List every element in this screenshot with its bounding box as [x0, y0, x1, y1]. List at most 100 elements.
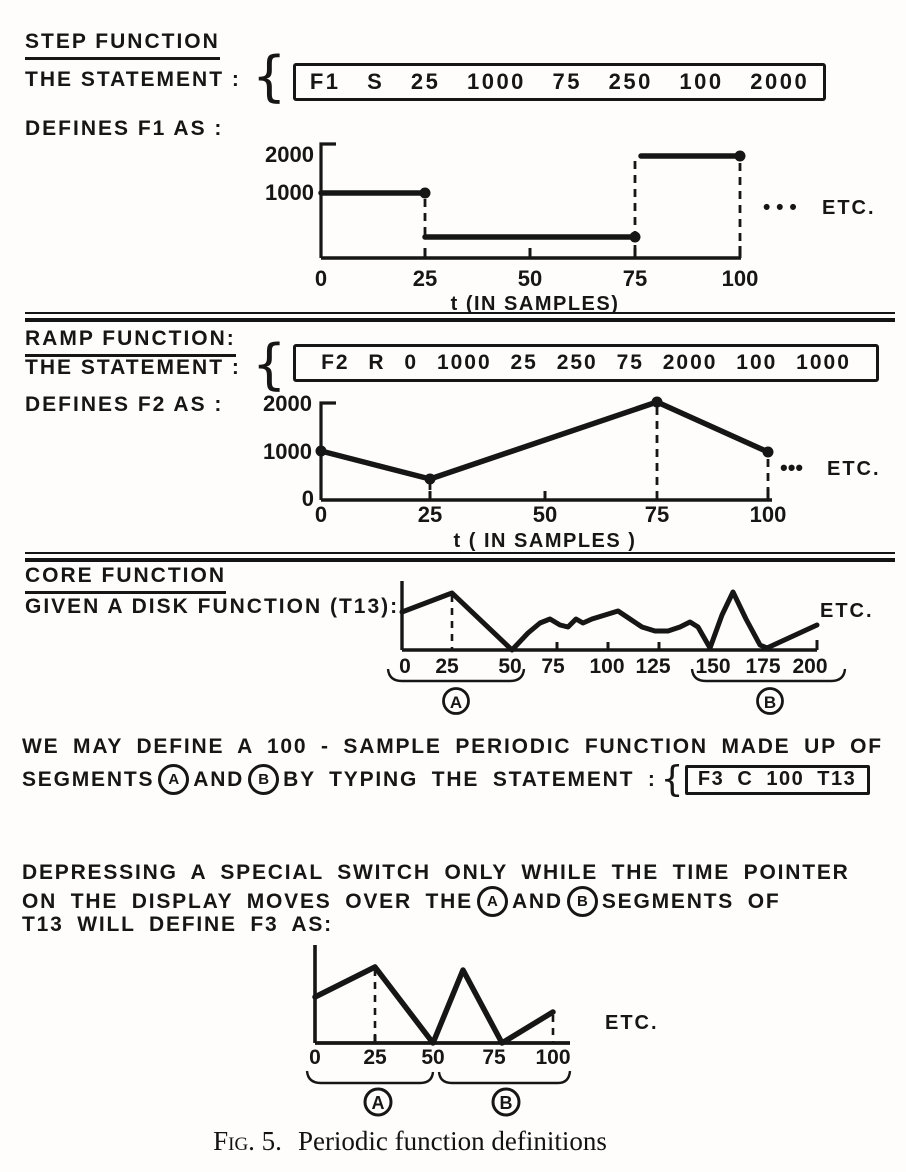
core-paragraph-line2-pre: SEGMENTS — [22, 767, 155, 791]
core-section-title: CORE FUNCTION — [25, 564, 226, 594]
f3-segment-b-brace — [437, 1070, 572, 1085]
f3-xtick-100: 100 — [535, 1046, 570, 1069]
step-xtick-25: 25 — [413, 266, 437, 291]
step-xtick-50: 50 — [518, 266, 542, 291]
ramp-dot-75 — [651, 396, 663, 408]
f3-segment-b-badge-letter: B — [500, 1093, 513, 1113]
step-chart: 2000 1000 0 25 50 75 100 t (IN SAMPLES) … — [265, 142, 876, 315]
ramp-ytick-2000: 2000 — [263, 391, 312, 416]
step-statement-box: F1 S 25 1000 75 250 100 2000 — [293, 63, 826, 101]
core-given-label: GIVEN A DISK FUNCTION (T13): — [25, 595, 400, 618]
ramp-statement-label: THE STATEMENT : — [25, 356, 241, 379]
caption-fig-number: Fig. 5. — [213, 1126, 282, 1156]
step-ytick-2000: 2000 — [265, 142, 314, 167]
segment-a-brace — [386, 668, 526, 683]
section-divider-1 — [25, 312, 895, 322]
ramp-ytick-1000: 1000 — [263, 439, 312, 464]
f3-segment-b-badge-circle — [491, 1087, 521, 1117]
disk-xtick-150: 150 — [695, 655, 730, 678]
circled-a-inline: A — [158, 764, 190, 795]
f3-segment-a-badge-letter: A — [372, 1093, 385, 1113]
core-statement-box: F3 C 100 T13 — [684, 764, 870, 795]
core-paragraph-line2-post: BY TYPING THE STATEMENT : — [283, 767, 657, 791]
core-statement-brace: { — [660, 759, 684, 800]
segment-a-badge-letter: A — [450, 693, 462, 712]
disk-xtick-75: 75 — [541, 655, 565, 678]
ramp-x-axis-title: t ( IN SAMPLES ) — [454, 530, 637, 552]
disk-etc-label: ETC. — [820, 600, 874, 622]
f3-xtick-0: 0 — [309, 1046, 321, 1069]
step-section-title: STEP FUNCTION — [25, 30, 220, 60]
circled-b-inline: B — [248, 764, 280, 795]
ramp-xtick-50: 50 — [533, 502, 557, 527]
disk-xtick-125: 125 — [635, 655, 670, 678]
step-xtick-0: 0 — [315, 266, 327, 291]
disk-xtick-200: 200 — [792, 655, 827, 678]
figure-caption: Fig. 5. Periodic function definitions — [150, 1126, 670, 1157]
ramp-continuation-dots: ••• — [780, 455, 803, 480]
ramp-xtick-25: 25 — [418, 502, 442, 527]
ramp-dot-100 — [762, 446, 774, 458]
switch-line2-pre: ON THE DISPLAY MOVES OVER THE — [22, 889, 473, 913]
disk-xtick-175: 175 — [745, 655, 780, 678]
f3-xtick-75: 75 — [482, 1046, 506, 1069]
f3-etc-label: ETC. — [605, 1012, 659, 1034]
step-x-ticks — [423, 246, 742, 258]
step-statement-brace: { — [252, 45, 287, 108]
disk-waveform-curve — [399, 589, 820, 653]
step-defines-label: DEFINES F1 AS : — [25, 117, 224, 140]
circled-b-inline-2: B — [566, 886, 598, 917]
f3-chart: 0 25 50 75 100 A B ETC. — [305, 945, 659, 1117]
switch-paragraph-line2: ON THE DISPLAY MOVES OVER THE A AND B SE… — [22, 886, 781, 917]
step-ytick-1000: 1000 — [265, 180, 314, 205]
segment-b-badge-circle — [756, 687, 784, 715]
core-paragraph-line1: WE MAY DEFINE A 100 - SAMPLE PERIODIC FU… — [22, 735, 883, 758]
ramp-xtick-100: 100 — [750, 502, 787, 527]
ramp-statement-brace: { — [252, 333, 287, 396]
switch-line2-and: AND — [511, 889, 563, 913]
ramp-defines-label: DEFINES F2 AS : — [25, 393, 224, 416]
ramp-y-axis — [319, 401, 336, 500]
caption-text: Periodic function definitions — [297, 1126, 607, 1156]
ramp-dot-25 — [424, 473, 436, 485]
step-xtick-100: 100 — [722, 266, 759, 291]
disk-function-chart: 0 25 50 75 100 125 150 175 200 A B ETC. — [386, 581, 874, 715]
switch-paragraph-line1: DEPRESSING A SPECIAL SWITCH ONLY WHILE T… — [22, 861, 850, 884]
segment-a-badge-circle — [442, 687, 470, 715]
f3-xtick-25: 25 — [363, 1046, 387, 1069]
ramp-chart: 2000 1000 0 0 25 50 75 100 t ( IN SAMPLE… — [263, 391, 881, 552]
f3-curve — [312, 964, 556, 1046]
ramp-statement-box: F2 R 0 1000 25 250 75 2000 100 1000 — [293, 344, 879, 382]
step-dot-75 — [629, 231, 641, 243]
step-etc-label: ETC. — [822, 197, 876, 219]
step-y-axis — [319, 142, 336, 258]
ramp-xtick-0: 0 — [315, 502, 327, 527]
disk-xtick-25: 25 — [435, 655, 459, 678]
ramp-etc-label: ETC. — [827, 458, 881, 480]
ramp-xtick-75: 75 — [645, 502, 669, 527]
step-xtick-75: 75 — [623, 266, 647, 291]
step-dot-25 — [419, 187, 431, 199]
step-x-axis-title: t (IN SAMPLES) — [451, 293, 620, 315]
ramp-section-title: RAMP FUNCTION: — [25, 327, 236, 357]
circled-a-inline-2: A — [476, 886, 508, 917]
disk-xtick-0: 0 — [399, 655, 411, 678]
disk-xtick-50: 50 — [498, 655, 521, 678]
segment-b-badge-letter: B — [764, 693, 776, 712]
step-statement-label: THE STATEMENT : — [25, 68, 241, 91]
step-dot-100 — [734, 150, 746, 162]
switch-line2-post: SEGMENTS OF — [601, 889, 781, 913]
ramp-dot-0 — [315, 445, 327, 457]
f3-segment-a-badge-circle — [363, 1087, 393, 1117]
f3-xtick-50: 50 — [421, 1046, 444, 1069]
step-continuation-dots: • • • — [763, 196, 797, 219]
ramp-curve — [318, 399, 771, 482]
core-paragraph-line2-and: AND — [193, 767, 245, 791]
segment-b-brace — [690, 668, 847, 683]
ramp-ytick-0: 0 — [302, 486, 314, 511]
switch-paragraph-line3: T13 WILL DEFINE F3 AS: — [22, 913, 333, 936]
f3-segment-a-brace — [305, 1070, 435, 1085]
disk-xtick-100: 100 — [589, 655, 624, 678]
section-divider-2 — [25, 552, 895, 562]
